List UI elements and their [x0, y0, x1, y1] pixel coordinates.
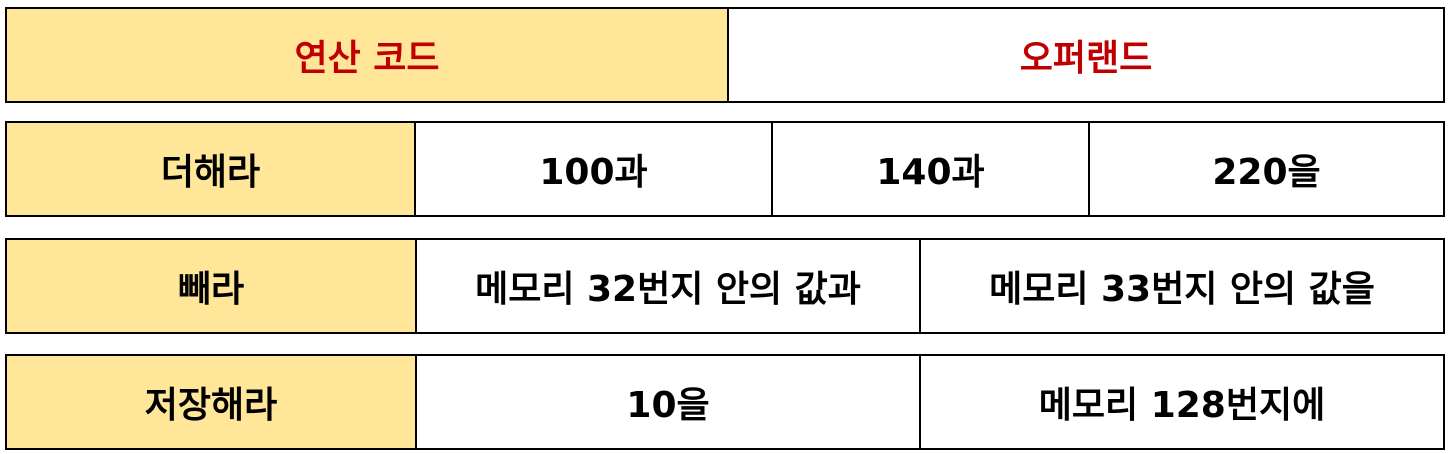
operand-cell: 10을	[415, 356, 919, 448]
operand-cell: 메모리 32번지 안의 값과	[415, 240, 919, 332]
instruction-row-store: 저장해라 10을 메모리 128번지에	[5, 354, 1445, 450]
opcode-header: 연산 코드	[7, 9, 727, 101]
instruction-row-add: 더해라 100과 140과 220을	[5, 121, 1445, 217]
operand-header: 오퍼랜드	[727, 9, 1443, 101]
operand-cell: 메모리 128번지에	[919, 356, 1443, 448]
opcode-cell: 빼라	[7, 240, 415, 332]
header-row: 연산 코드 오퍼랜드	[5, 7, 1445, 103]
operand-cell: 메모리 33번지 안의 값을	[919, 240, 1443, 332]
opcode-cell: 더해라	[7, 123, 414, 215]
opcode-cell: 저장해라	[7, 356, 415, 448]
operand-cell: 220을	[1088, 123, 1443, 215]
operand-cell: 100과	[414, 123, 771, 215]
operand-cell: 140과	[771, 123, 1088, 215]
instruction-row-subtract: 빼라 메모리 32번지 안의 값과 메모리 33번지 안의 값을	[5, 238, 1445, 334]
